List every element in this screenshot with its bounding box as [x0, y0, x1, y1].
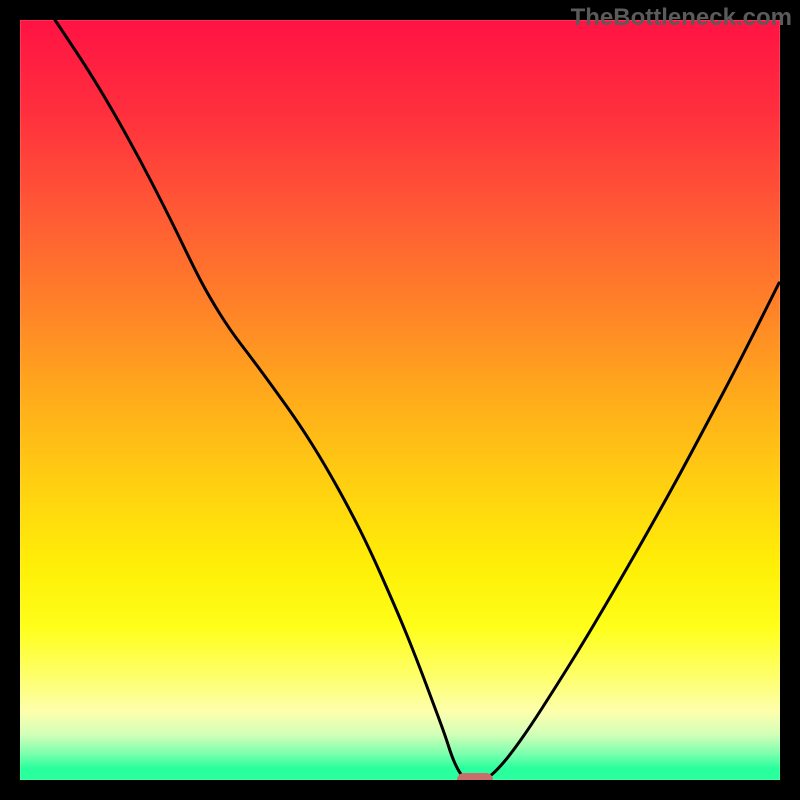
chart-root: TheBottleneck.com: [0, 0, 800, 800]
watermark-text: TheBottleneck.com: [571, 4, 792, 32]
chart-border: [0, 0, 800, 800]
